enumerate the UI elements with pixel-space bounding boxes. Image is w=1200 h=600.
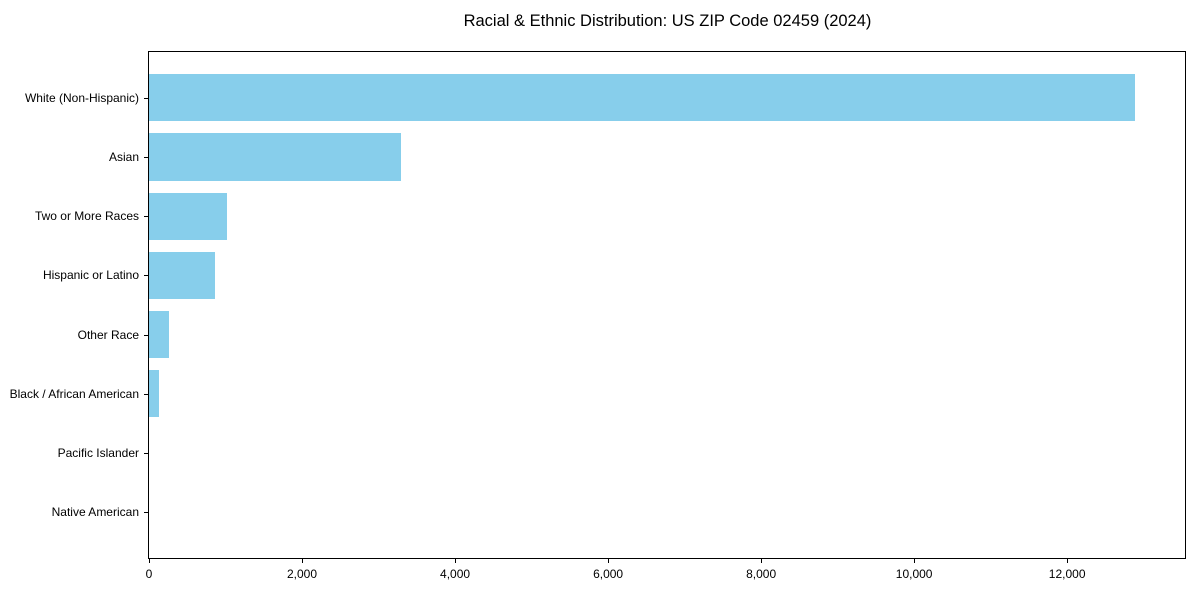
y-tick-label: Two or More Races: [34, 209, 139, 224]
x-tick-label: 4,000: [440, 567, 471, 581]
y-tick-label: Black / African American: [9, 386, 139, 401]
plot-area: [148, 51, 1186, 559]
x-tick-mark: [302, 559, 304, 563]
bar: [149, 370, 159, 418]
x-tick-label: 8,000: [746, 567, 777, 581]
bar: [149, 310, 170, 359]
y-tick-label: Pacific Islander: [57, 446, 139, 461]
y-tick-label: Native American: [51, 505, 139, 520]
x-tick-label: 6,000: [593, 567, 624, 581]
y-tick-mark: [144, 97, 148, 99]
chart-title: Racial & Ethnic Distribution: US ZIP Cod…: [463, 12, 872, 30]
x-tick-label: 2,000: [287, 567, 318, 581]
y-tick-label: White (Non-Hispanic): [24, 90, 139, 105]
y-tick-mark: [144, 156, 148, 158]
x-tick-mark: [761, 559, 763, 563]
x-tick-mark: [149, 559, 150, 563]
bar: [149, 192, 228, 240]
y-tick-mark: [144, 512, 148, 514]
x-tick-mark: [455, 559, 457, 563]
y-tick-mark: [144, 453, 148, 455]
y-tick-mark: [144, 275, 148, 277]
y-tick-label: Other Race: [77, 327, 139, 342]
x-tick-label: 12,000: [1048, 567, 1086, 581]
y-tick-label: Hispanic or Latino: [42, 268, 139, 283]
x-tick-mark: [608, 559, 610, 563]
bar: [149, 251, 215, 300]
bar: [149, 74, 1135, 122]
y-tick-mark: [144, 334, 148, 336]
y-tick-label: Asian: [108, 149, 139, 164]
y-tick-mark: [144, 216, 148, 218]
bar: [149, 133, 402, 181]
x-tick-label: 0: [145, 567, 153, 581]
x-tick-label: 10,000: [895, 567, 933, 581]
x-tick-mark: [1067, 559, 1069, 563]
x-tick-mark: [914, 559, 916, 563]
y-tick-mark: [144, 393, 148, 395]
